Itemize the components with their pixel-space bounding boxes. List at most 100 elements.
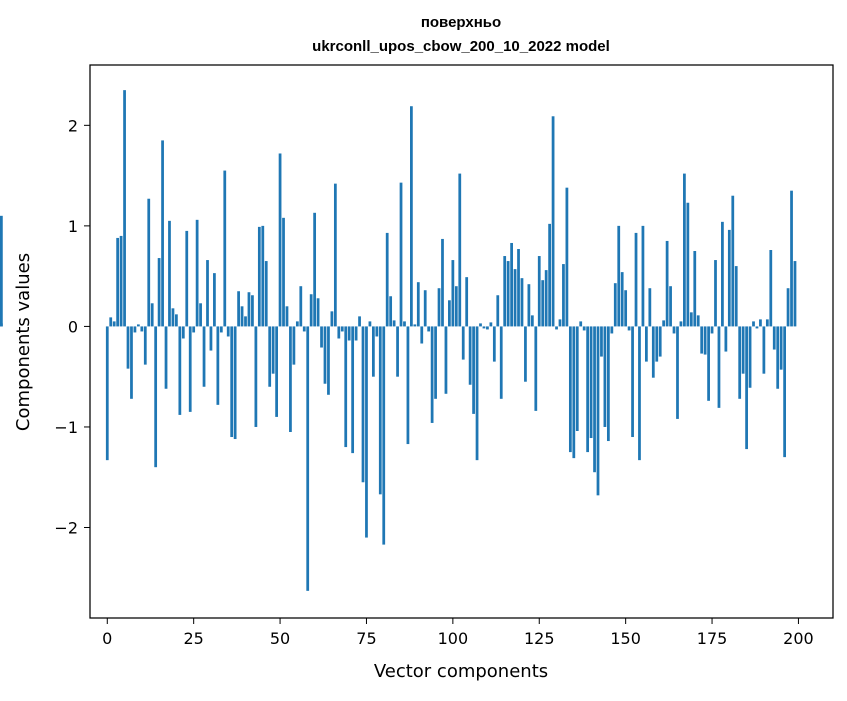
bar [710, 326, 714, 334]
bar [724, 326, 728, 352]
bar [344, 326, 348, 448]
bar [786, 288, 790, 327]
bar [603, 326, 607, 427]
x-axis-ticks: 0 25 50 75 100 125 150 175 200 [102, 618, 814, 648]
bar [109, 317, 113, 327]
bar [741, 326, 745, 374]
bar [302, 326, 306, 332]
bar [299, 286, 303, 327]
bar [282, 217, 285, 327]
bar [278, 153, 282, 327]
bar [137, 324, 140, 327]
x-tick-label: 0 [102, 629, 112, 648]
bar [237, 291, 240, 327]
y-tick-label: 1 [68, 217, 78, 236]
bar [783, 326, 786, 458]
bar [285, 306, 289, 327]
bar [665, 240, 669, 327]
bar [461, 326, 465, 360]
bar [600, 326, 603, 357]
bar [658, 326, 662, 357]
bar [572, 326, 576, 459]
bar [524, 326, 527, 382]
bar [347, 326, 351, 341]
bar [496, 295, 500, 327]
bar [365, 326, 368, 538]
bar [143, 326, 147, 365]
bar [624, 290, 628, 327]
bar [454, 286, 458, 327]
bar [119, 235, 123, 327]
bar [717, 326, 721, 408]
bar [489, 322, 493, 327]
bar [530, 315, 534, 327]
bar [562, 264, 565, 327]
bar [154, 326, 158, 468]
bar [486, 326, 489, 330]
bar [707, 326, 710, 401]
bar [544, 270, 548, 327]
bar [382, 326, 386, 545]
bar [261, 225, 265, 327]
bar [776, 326, 780, 389]
bar [790, 190, 793, 327]
bar [748, 326, 752, 388]
bar [686, 202, 690, 327]
bar [192, 326, 196, 333]
bar [517, 249, 520, 327]
bar [368, 321, 372, 327]
x-tick-label: 100 [438, 629, 469, 648]
bar [216, 326, 220, 405]
bar [233, 326, 237, 440]
bar [441, 238, 444, 327]
bar [230, 326, 234, 438]
y-tick-label: −1 [54, 418, 78, 437]
bar [420, 326, 424, 344]
bar [727, 229, 731, 327]
bar [762, 326, 766, 374]
bar [175, 314, 178, 327]
x-tick-label: 200 [783, 629, 814, 648]
bar [413, 324, 417, 327]
bar [793, 261, 797, 327]
bar [226, 326, 230, 337]
bar [721, 221, 724, 327]
bar [116, 237, 120, 327]
bar [548, 223, 551, 327]
bar [627, 326, 631, 331]
bar [295, 321, 299, 327]
bar [586, 326, 590, 453]
x-tick-label: 125 [524, 629, 555, 648]
bar [396, 326, 399, 377]
bar [105, 326, 109, 461]
bar [171, 308, 175, 327]
bar [150, 303, 154, 327]
bar [264, 261, 268, 327]
bar [465, 277, 469, 327]
bar [700, 326, 704, 354]
bar [551, 116, 555, 327]
bar [683, 173, 686, 327]
bar [620, 272, 624, 327]
bar [337, 326, 341, 339]
bar [157, 258, 161, 327]
bar [354, 326, 358, 341]
bar [375, 326, 379, 337]
bar [185, 230, 189, 327]
chart-subtitle: ukrconll_upos_cbow_200_10_2022 model [312, 38, 610, 55]
bar [537, 256, 541, 327]
bar [313, 212, 317, 327]
bar [423, 290, 427, 327]
bar [126, 326, 130, 369]
bar [752, 321, 755, 327]
bar [641, 225, 645, 327]
bar [406, 326, 410, 445]
bar [385, 232, 389, 327]
bar [610, 326, 614, 334]
x-tick-label: 150 [610, 629, 641, 648]
bar [575, 326, 579, 431]
x-tick-label: 25 [183, 629, 203, 648]
bar [596, 326, 600, 496]
bar [689, 312, 693, 327]
